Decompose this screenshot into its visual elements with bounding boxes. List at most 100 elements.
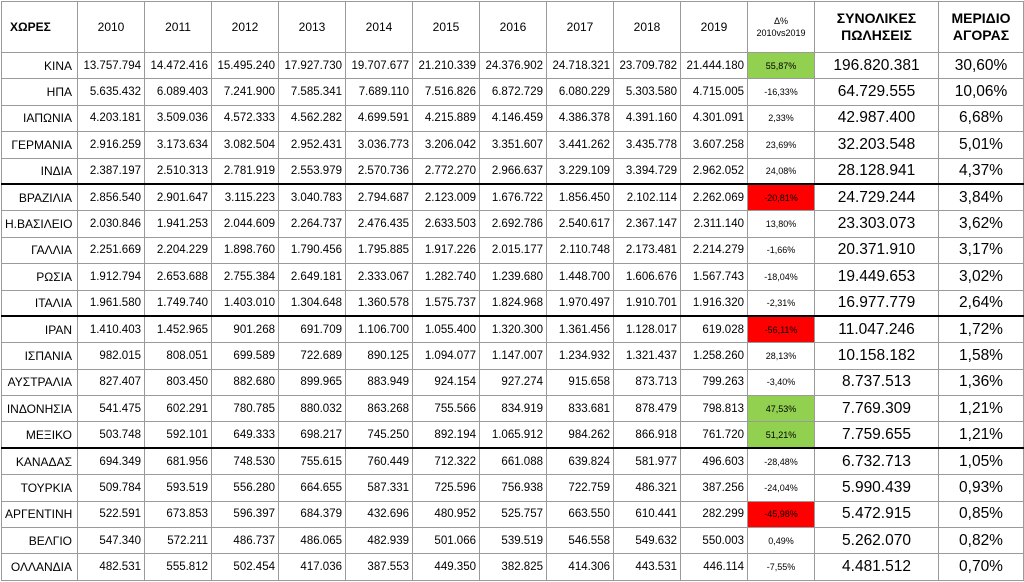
year-value-cell: 525.757 xyxy=(479,500,547,529)
year-value-cell: 833.681 xyxy=(546,395,614,423)
year-value-cell: 1.448.700 xyxy=(546,263,614,291)
year-value-cell: 4.301.091 xyxy=(680,104,748,133)
year-value-cell: 684.379 xyxy=(278,500,346,529)
year-value-cell: 899.965 xyxy=(278,368,346,397)
market-share-cell: 3,17% xyxy=(938,236,1024,265)
header-year: 2019 xyxy=(680,1,748,53)
total-sales-cell: 4.481.512 xyxy=(814,553,939,581)
year-value-cell: 2.204.229 xyxy=(144,236,212,265)
year-value-cell: 4.203.181 xyxy=(77,104,145,133)
total-sales-cell: 8.737.513 xyxy=(814,368,939,397)
year-value-cell: 2.781.919 xyxy=(211,157,279,186)
header-total-line1: ΣΥΝΟΛΙΚΕΣ xyxy=(836,10,917,26)
year-value-cell: 2.015.177 xyxy=(479,236,547,265)
year-value-cell: 2.653.688 xyxy=(144,263,212,291)
year-value-cell: 17.927.730 xyxy=(278,51,346,80)
year-value-cell: 1.961.580 xyxy=(77,289,145,318)
year-value-cell: 3.173.634 xyxy=(144,131,212,159)
year-value-cell: 722.759 xyxy=(546,474,614,502)
year-value-cell: 2.387.197 xyxy=(77,157,145,186)
table-row: ΒΕΛΓΙΟ 547.340 572.211 486.737 486.065 482.93… xyxy=(1,527,1024,555)
table-row: ΙΑΠΩΝΙΑ 4.203.181 3.509.036 4.572.333 4.562.… xyxy=(1,104,1024,133)
year-value-cell: 756.938 xyxy=(479,474,547,502)
year-value-cell: 1.304.648 xyxy=(278,289,346,318)
year-value-cell: 755.615 xyxy=(278,447,346,476)
year-value-cell: 1.360.578 xyxy=(345,289,413,318)
year-value-cell: 1.970.497 xyxy=(546,289,614,318)
year-value-cell: 866.918 xyxy=(613,421,681,450)
year-value-cell: 482.939 xyxy=(345,527,413,555)
year-value-cell: 1.606.676 xyxy=(613,263,681,291)
year-value-cell: 1.321.437 xyxy=(613,342,681,370)
year-value-cell: 2.110.748 xyxy=(546,236,614,265)
year-value-cell: 556.280 xyxy=(211,474,279,502)
total-sales-cell: 20.371.910 xyxy=(814,236,939,265)
year-value-cell: 4.562.282 xyxy=(278,104,346,133)
year-value-cell: 2.123.009 xyxy=(412,183,480,212)
year-value-cell: 712.322 xyxy=(412,447,480,476)
change-cell: -3,40% xyxy=(747,368,815,397)
year-value-cell: 7.585.341 xyxy=(278,78,346,106)
year-value-cell: 486.065 xyxy=(278,527,346,555)
total-sales-cell: 10.158.182 xyxy=(814,342,939,370)
year-value-cell: 2.692.786 xyxy=(479,210,547,238)
change-cell: -18,04% xyxy=(747,263,815,291)
header-share: ΜΕΡΙΔΙΟ ΑΓΟΡΑΣ xyxy=(938,1,1024,53)
year-value-cell: 2.772.270 xyxy=(412,157,480,186)
year-value-cell: 1.282.740 xyxy=(412,263,480,291)
country-cell: ΑΡΓΕΝΤΙΝΗ xyxy=(1,500,78,529)
year-value-cell: 23.709.782 xyxy=(613,51,681,80)
country-cell: ΤΟΥΡΚΙΑ xyxy=(1,474,78,502)
year-value-cell: 2.540.617 xyxy=(546,210,614,238)
year-value-cell: 761.720 xyxy=(680,421,748,450)
change-cell: 24,08% xyxy=(747,157,815,186)
year-value-cell: 503.748 xyxy=(77,421,145,450)
year-value-cell: 2.901.647 xyxy=(144,183,212,212)
year-value-cell: 780.785 xyxy=(211,395,279,423)
year-value-cell: 610.441 xyxy=(613,500,681,529)
country-cell: ΙΝΔΟΝΗΣΙΑ xyxy=(1,395,78,423)
year-value-cell: 1.898.760 xyxy=(211,236,279,265)
year-value-cell: 3.040.783 xyxy=(278,183,346,212)
year-value-cell: 2.649.181 xyxy=(278,263,346,291)
year-value-cell: 1.106.700 xyxy=(345,315,413,344)
year-value-cell: 2.510.313 xyxy=(144,157,212,186)
market-share-cell: 0,70% xyxy=(938,553,1024,581)
year-value-cell: 7.689.110 xyxy=(345,78,413,106)
year-value-cell: 803.450 xyxy=(144,368,212,397)
year-value-cell: 2.102.114 xyxy=(613,183,681,212)
year-value-cell: 878.479 xyxy=(613,395,681,423)
year-value-cell: 486.321 xyxy=(613,474,681,502)
year-value-cell: 722.689 xyxy=(278,342,346,370)
year-value-cell: 3.036.773 xyxy=(345,131,413,159)
total-sales-cell: 64.729.555 xyxy=(814,78,939,106)
market-share-cell: 0,85% xyxy=(938,500,1024,529)
year-value-cell: 449.350 xyxy=(412,553,480,581)
year-value-cell: 2.030.846 xyxy=(77,210,145,238)
header-total-line2: ΠΩΛΗΣΕΙΣ xyxy=(841,27,912,43)
year-value-cell: 882.680 xyxy=(211,368,279,397)
year-value-cell: 1.567.743 xyxy=(680,263,748,291)
year-value-cell: 2.952.431 xyxy=(278,131,346,159)
year-value-cell: 1.452.965 xyxy=(144,315,212,344)
year-value-cell: 4.572.333 xyxy=(211,104,279,133)
year-value-cell: 24.376.902 xyxy=(479,51,547,80)
year-value-cell: 486.737 xyxy=(211,527,279,555)
table-row: ΚΑΝΑΔΑΣ 694.349 681.956 748.530 755.615 760.4… xyxy=(1,447,1024,476)
year-value-cell: 661.088 xyxy=(479,447,547,476)
country-cell: ΒΕΛΓΙΟ xyxy=(1,527,78,555)
total-sales-cell: 32.203.548 xyxy=(814,131,939,159)
year-value-cell: 1.795.885 xyxy=(345,236,413,265)
year-value-cell: 596.397 xyxy=(211,500,279,529)
year-value-cell: 522.591 xyxy=(77,500,145,529)
year-value-cell: 3.435.778 xyxy=(613,131,681,159)
year-value-cell: 387.256 xyxy=(680,474,748,502)
country-cell: ΚΑΝΑΔΑΣ xyxy=(1,447,78,476)
header-change-line1: Δ% xyxy=(773,16,788,26)
year-value-cell: 21.444.180 xyxy=(680,51,748,80)
year-value-cell: 3.229.109 xyxy=(546,157,614,186)
change-cell: -2,31% xyxy=(747,289,815,318)
year-value-cell: 1.410.403 xyxy=(77,315,145,344)
year-value-cell: 2.966.637 xyxy=(479,157,547,186)
year-value-cell: 3.351.607 xyxy=(479,131,547,159)
